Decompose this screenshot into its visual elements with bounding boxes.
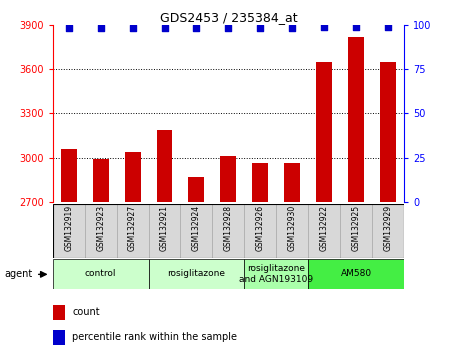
Text: GSM132929: GSM132929 bbox=[383, 205, 392, 251]
Text: GSM132921: GSM132921 bbox=[160, 205, 169, 251]
Point bbox=[97, 25, 104, 31]
FancyBboxPatch shape bbox=[85, 204, 117, 258]
Bar bbox=[53, 305, 65, 320]
Point bbox=[257, 25, 264, 31]
Text: GSM132928: GSM132928 bbox=[224, 205, 233, 251]
Text: GSM132924: GSM132924 bbox=[192, 205, 201, 251]
Bar bbox=[124, 152, 140, 202]
Point bbox=[320, 24, 328, 29]
FancyBboxPatch shape bbox=[149, 204, 180, 258]
Bar bbox=[380, 62, 396, 202]
Text: GSM132923: GSM132923 bbox=[96, 205, 105, 251]
Text: control: control bbox=[85, 269, 117, 278]
Text: count: count bbox=[72, 307, 100, 317]
FancyBboxPatch shape bbox=[53, 259, 149, 289]
Point bbox=[193, 25, 200, 31]
FancyBboxPatch shape bbox=[308, 204, 340, 258]
Bar bbox=[61, 149, 77, 202]
Point bbox=[129, 25, 136, 31]
Text: GSM132925: GSM132925 bbox=[352, 205, 360, 251]
Text: GSM132922: GSM132922 bbox=[319, 205, 329, 251]
Text: rosiglitazone
and AGN193109: rosiglitazone and AGN193109 bbox=[239, 264, 313, 284]
FancyBboxPatch shape bbox=[276, 204, 308, 258]
Bar bbox=[220, 156, 236, 202]
Bar bbox=[53, 330, 65, 344]
Bar bbox=[284, 164, 300, 202]
FancyBboxPatch shape bbox=[180, 204, 213, 258]
Bar bbox=[189, 177, 204, 202]
Text: agent: agent bbox=[5, 269, 33, 279]
FancyBboxPatch shape bbox=[213, 204, 244, 258]
Point bbox=[353, 24, 360, 29]
FancyBboxPatch shape bbox=[117, 204, 149, 258]
Bar bbox=[252, 164, 268, 202]
Point bbox=[161, 25, 168, 31]
Text: rosiglitazone: rosiglitazone bbox=[168, 269, 225, 278]
Text: percentile rank within the sample: percentile rank within the sample bbox=[72, 332, 237, 342]
Point bbox=[65, 25, 73, 31]
Bar bbox=[316, 62, 332, 202]
FancyBboxPatch shape bbox=[53, 204, 85, 258]
Bar bbox=[157, 130, 173, 202]
FancyBboxPatch shape bbox=[244, 204, 276, 258]
FancyBboxPatch shape bbox=[149, 259, 244, 289]
FancyBboxPatch shape bbox=[244, 259, 308, 289]
FancyBboxPatch shape bbox=[372, 204, 404, 258]
Point bbox=[225, 25, 232, 31]
FancyBboxPatch shape bbox=[340, 204, 372, 258]
Title: GDS2453 / 235384_at: GDS2453 / 235384_at bbox=[160, 11, 297, 24]
Text: AM580: AM580 bbox=[341, 269, 372, 278]
Bar bbox=[93, 159, 109, 202]
FancyBboxPatch shape bbox=[308, 259, 404, 289]
Bar bbox=[348, 36, 364, 202]
Point bbox=[384, 24, 392, 29]
Text: GSM132927: GSM132927 bbox=[128, 205, 137, 251]
Text: GSM132926: GSM132926 bbox=[256, 205, 265, 251]
Text: GSM132930: GSM132930 bbox=[288, 205, 297, 251]
Point bbox=[289, 25, 296, 31]
Text: GSM132919: GSM132919 bbox=[64, 205, 73, 251]
